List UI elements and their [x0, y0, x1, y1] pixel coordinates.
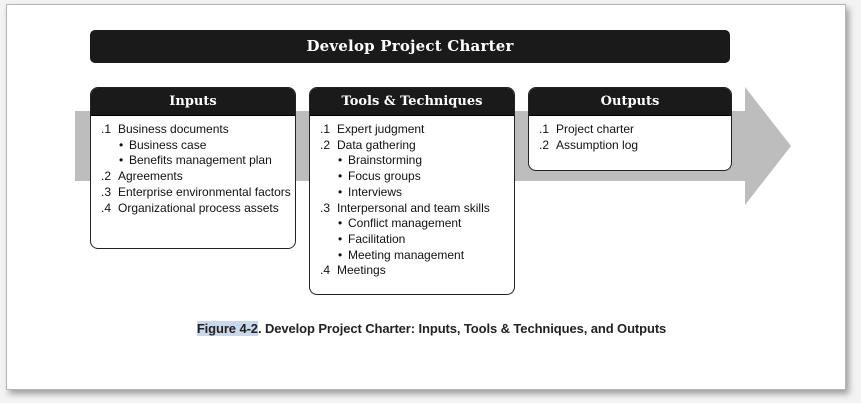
outputs-box: Outputs .1 Project charter .2 Assumption lo… [528, 87, 732, 171]
sub-item-label: Benefits management plan [129, 153, 272, 168]
list-item: .2 Data gathering [310, 138, 514, 154]
process-title-banner: Develop Project Charter [90, 30, 730, 63]
sub-item-label: Business case [129, 137, 207, 152]
sub-item: • Facilitation [310, 232, 514, 248]
sub-item: • Focus groups [310, 169, 514, 185]
item-label: Data gathering [337, 137, 416, 152]
bullet-icon: • [338, 231, 343, 246]
item-label: Enterprise environmental factors [118, 184, 291, 199]
item-number: .2 [101, 169, 112, 184]
item-label: Meetings [337, 263, 386, 278]
inputs-list: .1 Business documents • Business case • Benef… [91, 116, 295, 216]
sub-item: • Brainstorming [310, 153, 514, 169]
list-item: .3 Interpersonal and team skills [310, 201, 514, 217]
item-label: Expert judgment [337, 122, 425, 136]
item-label: Interpersonal and team skills [337, 200, 490, 215]
bullet-icon: • [119, 153, 124, 168]
list-item: .1 Project charter [529, 122, 731, 138]
item-label: Assumption log [556, 137, 639, 152]
item-number: .4 [320, 263, 331, 278]
item-label: Organizational process assets [118, 200, 279, 215]
outputs-heading: Outputs [529, 88, 731, 116]
bullet-icon: • [338, 216, 343, 231]
sub-item-label: Interviews [348, 184, 403, 199]
tools-list: .1 Expert judgment .2 Data gathering • Brains… [310, 116, 514, 279]
list-item: .2 Agreements [91, 169, 295, 185]
figure-number: Figure 4-2 [196, 321, 258, 336]
sub-item: • Meeting management [310, 248, 514, 264]
list-item: .4 Meetings [310, 263, 514, 279]
list-item: .4 Organizational process assets [91, 201, 295, 217]
outputs-list: .1 Project charter .2 Assumption log [529, 116, 731, 153]
list-item: .2 Assumption log [529, 138, 731, 154]
inputs-box: Inputs .1 Business documents • Business cas… [90, 87, 296, 249]
bullet-icon: • [119, 137, 124, 152]
bullet-icon: • [338, 153, 343, 168]
sub-item: • Conflict management [310, 216, 514, 232]
list-item: .1 Expert judgment [310, 122, 514, 138]
list-item: .3 Enterprise environmental factors [91, 185, 295, 201]
figure-caption-text: . Develop Project Charter: Inputs, Tools… [257, 321, 667, 336]
figure-sheet: Develop Project Charter Inputs .1 Busines… [6, 4, 846, 390]
item-label: Project charter [556, 122, 635, 136]
bullet-icon: • [338, 184, 343, 199]
item-number: .1 [320, 122, 331, 136]
bullet-icon: • [338, 247, 343, 262]
item-label: Business documents [118, 122, 229, 136]
item-label: Agreements [118, 169, 183, 184]
item-number: .3 [320, 200, 331, 215]
sub-item-label: Facilitation [348, 231, 406, 246]
sub-item-label: Focus groups [348, 169, 421, 184]
sub-item: • Interviews [310, 185, 514, 201]
inputs-heading: Inputs [91, 88, 295, 116]
sub-item-label: Conflict management [348, 216, 462, 231]
item-number: .2 [320, 137, 331, 152]
item-number: .4 [101, 200, 112, 215]
tools-heading: Tools & Techniques [310, 88, 514, 116]
figure-caption: Figure 4-2. Develop Project Charter: Inp… [7, 321, 856, 336]
sub-item-label: Brainstorming [348, 153, 423, 168]
item-number: .1 [101, 122, 112, 136]
sub-item-label: Meeting management [348, 247, 465, 262]
item-number: .1 [539, 122, 550, 136]
item-number: .3 [101, 184, 112, 199]
sub-item: • Business case [91, 138, 295, 154]
list-item: .1 Business documents [91, 122, 295, 138]
bullet-icon: • [338, 169, 343, 184]
tools-box: Tools & Techniques .1 Expert judgment .2 Da… [309, 87, 515, 295]
sub-item: • Benefits management plan [91, 153, 295, 169]
item-number: .2 [539, 137, 550, 152]
